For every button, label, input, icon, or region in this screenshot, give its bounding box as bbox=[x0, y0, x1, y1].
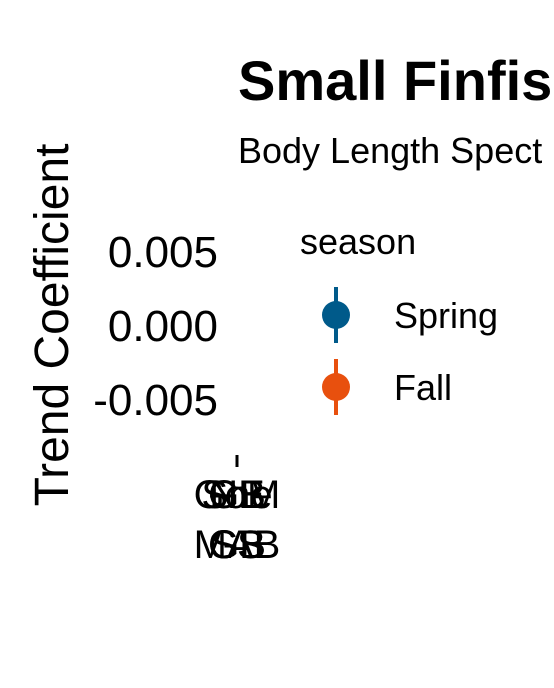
legend-key-point bbox=[322, 301, 350, 329]
x-tick-label: Sne bbox=[201, 473, 272, 517]
x-tick-label: GB bbox=[208, 523, 266, 567]
chart-title: Small Finfis bbox=[238, 49, 552, 112]
x-tick-label: NE bbox=[209, 473, 265, 517]
legend-title: season bbox=[300, 221, 416, 262]
y-axis-title: Trend Coefficient bbox=[26, 144, 79, 507]
x-tick-label: GoM bbox=[194, 473, 281, 517]
y-tick-label: 0.005 bbox=[108, 228, 218, 277]
legend: season Spring Fall bbox=[300, 221, 498, 415]
legend-item-fall: Fall bbox=[322, 359, 452, 415]
y-tick-label: -0.005 bbox=[93, 376, 218, 425]
y-tick-label: 0.000 bbox=[108, 302, 218, 351]
legend-key-point bbox=[322, 373, 350, 401]
chart-subtitle: Body Length Spect bbox=[238, 130, 542, 171]
x-tick-label: SS bbox=[210, 523, 263, 567]
x-tick-label: GB bbox=[208, 523, 266, 567]
legend-item-spring: Spring bbox=[322, 287, 498, 343]
x-tick-label: MAB bbox=[194, 523, 281, 567]
legend-label: Spring bbox=[394, 295, 498, 336]
x-tick-label: GB bbox=[208, 473, 266, 517]
legend-label: Fall bbox=[394, 367, 452, 408]
x-tick-labels: GoM MAB Sne GB NE SS GB GB bbox=[194, 473, 281, 567]
